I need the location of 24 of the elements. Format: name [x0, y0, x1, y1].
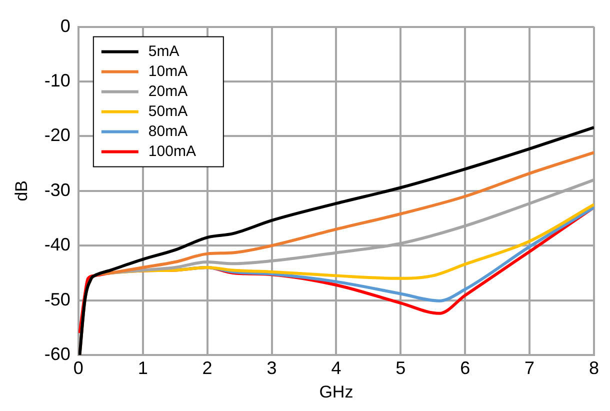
x-tick-label: 3 — [266, 358, 277, 378]
legend-label: 100mA — [148, 142, 196, 160]
x-tick-label: 8 — [588, 358, 599, 378]
x-tick-label: 4 — [331, 358, 342, 378]
x-tick-label: 7 — [524, 358, 535, 378]
y-axis-title: dB — [12, 180, 31, 202]
legend-label: 50mA — [148, 102, 188, 120]
legend-label: 10mA — [148, 62, 188, 80]
x-tick-label: 6 — [460, 358, 470, 378]
legend-label: 5mA — [148, 42, 180, 60]
x-tick-label: 5 — [396, 358, 406, 378]
legend-label: 20mA — [148, 82, 188, 100]
y-tick-label: -20 — [44, 125, 70, 146]
y-tick-label: -10 — [44, 70, 70, 90]
y-tick-label: -40 — [44, 234, 70, 255]
y-tick-label: -60 — [44, 344, 70, 364]
x-axis-title: GHz — [319, 382, 354, 402]
legend-label: 80mA — [148, 122, 188, 140]
y-tick-label: -30 — [44, 180, 70, 200]
y-tick-label: 0 — [60, 16, 70, 36]
x-tick-label: 2 — [202, 358, 212, 378]
y-tick-label: -50 — [44, 289, 70, 310]
x-tick-label: 0 — [73, 358, 84, 378]
x-tick-label: 1 — [138, 358, 148, 378]
